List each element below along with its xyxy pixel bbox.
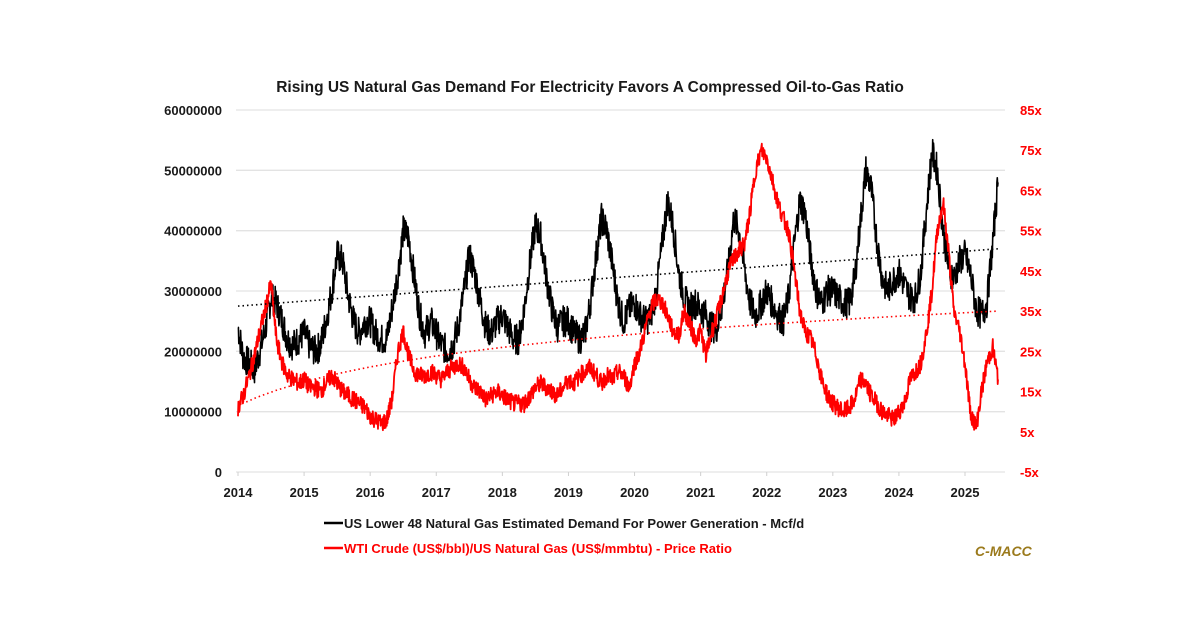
- right-tick-label: 65x: [1020, 183, 1042, 198]
- left-tick-label: 40000000: [164, 224, 222, 239]
- x-tick-label: 2023: [818, 485, 847, 500]
- series-layer: [237, 138, 999, 432]
- x-tick-label: 2015: [290, 485, 319, 500]
- x-tick-label: 2022: [752, 485, 781, 500]
- left-axis: 0 10000000 20000000 30000000 40000000 5000000…: [164, 103, 222, 480]
- x-tick-label: 2021: [686, 485, 715, 500]
- x-tick-label: 2018: [488, 485, 517, 500]
- x-axis: 2014 2015 2016 2017 2018 2019 2020 2021 2022 2023…: [224, 472, 980, 500]
- series-line-power-demand: [237, 138, 999, 384]
- left-tick-label: 50000000: [164, 163, 222, 178]
- legend: US Lower 48 Natural Gas Estimated Demand…: [324, 516, 804, 556]
- right-tick-label: 75x: [1020, 143, 1042, 158]
- legend-item-price-ratio: WTI Crude (US$/bbl)/US Natural Gas (US$/…: [324, 541, 732, 556]
- right-tick-label: 15x: [1020, 385, 1042, 400]
- left-tick-label: 10000000: [164, 405, 222, 420]
- right-tick-label: 45x: [1020, 264, 1042, 279]
- right-tick-label: 55x: [1020, 224, 1042, 239]
- x-tick-label: 2024: [884, 485, 914, 500]
- series-line-price-ratio: [237, 142, 999, 432]
- left-tick-label: 30000000: [164, 284, 222, 299]
- right-tick-label: 85x: [1020, 103, 1042, 118]
- trendline-price-ratio: [237, 310, 999, 407]
- legend-item-power-demand: US Lower 48 Natural Gas Estimated Demand…: [324, 516, 804, 531]
- trendlines: [237, 248, 999, 407]
- right-axis: -5x 5x 15x 25x 35x 45x 55x 65x 75x 85x: [1020, 103, 1042, 480]
- x-tick-label: 2019: [554, 485, 583, 500]
- x-tick-label: 2016: [356, 485, 385, 500]
- x-tick-label: 2020: [620, 485, 649, 500]
- left-tick-label: 0: [215, 465, 222, 480]
- left-tick-label: 20000000: [164, 344, 222, 359]
- right-tick-label: 5x: [1020, 425, 1035, 440]
- legend-label-price-ratio: WTI Crude (US$/bbl)/US Natural Gas (US$/…: [344, 541, 732, 556]
- right-tick-label: 25x: [1020, 344, 1042, 359]
- chart-title: Rising US Natural Gas Demand For Electri…: [276, 79, 904, 96]
- legend-label-power-demand: US Lower 48 Natural Gas Estimated Demand…: [344, 516, 804, 531]
- trendline-power-demand: [237, 248, 999, 307]
- watermark-logo: C-MACC: [975, 543, 1033, 559]
- x-tick-label: 2017: [422, 485, 451, 500]
- right-tick-label: -5x: [1020, 465, 1040, 480]
- right-tick-label: 35x: [1020, 304, 1042, 319]
- x-tick-label: 2014: [224, 485, 254, 500]
- left-tick-label: 60000000: [164, 103, 222, 118]
- x-tick-label: 2025: [951, 485, 980, 500]
